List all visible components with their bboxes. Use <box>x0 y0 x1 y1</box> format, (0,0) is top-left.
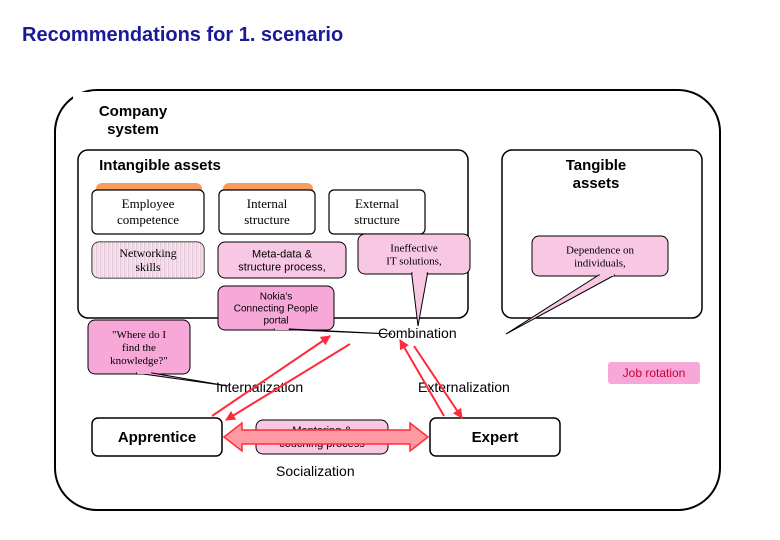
svg-text:IT solutions,: IT solutions, <box>386 255 442 267</box>
svg-text:"Where do I: "Where do I <box>112 329 166 341</box>
nokia-portal-callout: Nokia'sConnecting Peopleportal <box>218 286 392 334</box>
svg-text:Dependence on: Dependence on <box>566 244 635 256</box>
svg-text:External: External <box>355 196 399 211</box>
internalization-arrow-up <box>212 336 330 416</box>
svg-text:Networking: Networking <box>119 246 176 260</box>
job-rotation-label: Job rotation <box>623 366 686 380</box>
svg-text:Meta-data &: Meta-data & <box>252 248 313 260</box>
svg-text:individuals,: individuals, <box>574 257 626 269</box>
where-knowledge-callout: "Where do Ifind theknowledge?" <box>88 320 228 386</box>
svg-text:competence: competence <box>117 212 179 227</box>
dependence-callout: Dependence onindividuals, <box>506 236 668 334</box>
svg-text:find the: find the <box>122 342 156 354</box>
intangible-label: Intangible assets <box>99 157 221 174</box>
externalization-arrow-up <box>400 340 444 416</box>
svg-text:Expert: Expert <box>472 429 519 446</box>
socialization-label: Socialization <box>276 463 355 479</box>
svg-text:Internal: Internal <box>247 196 288 211</box>
svg-text:skills: skills <box>135 260 161 274</box>
externalization-label: Externalization <box>418 379 510 395</box>
svg-text:Nokia's: Nokia's <box>260 292 292 303</box>
svg-text:knowledge?": knowledge?" <box>110 355 168 367</box>
svg-text:assets: assets <box>573 175 620 192</box>
svg-text:portal: portal <box>263 316 288 327</box>
networking-skills-callout: Networkingskills <box>92 242 204 278</box>
svg-text:structure: structure <box>354 212 400 227</box>
svg-text:Ineffective: Ineffective <box>390 242 438 254</box>
svg-text:Connecting People: Connecting People <box>234 304 319 315</box>
svg-text:Employee: Employee <box>122 196 175 211</box>
combination-label: Combination <box>378 325 457 341</box>
tangible-label: Tangible <box>566 157 627 174</box>
svg-text:structure: structure <box>244 212 290 227</box>
svg-text:Apprentice: Apprentice <box>118 429 196 446</box>
ineffective-it-callout: IneffectiveIT solutions, <box>358 234 470 326</box>
svg-text:structure process,: structure process, <box>238 261 325 273</box>
page-title: Recommendations for 1. scenario <box>22 24 343 47</box>
company-system-label: Company <box>99 103 168 120</box>
metadata-callout: Meta-data &structure process, <box>218 242 346 278</box>
diagram-canvas: Companysystem Intangible assets Tangibleas… <box>0 0 780 540</box>
svg-text:system: system <box>107 121 159 138</box>
